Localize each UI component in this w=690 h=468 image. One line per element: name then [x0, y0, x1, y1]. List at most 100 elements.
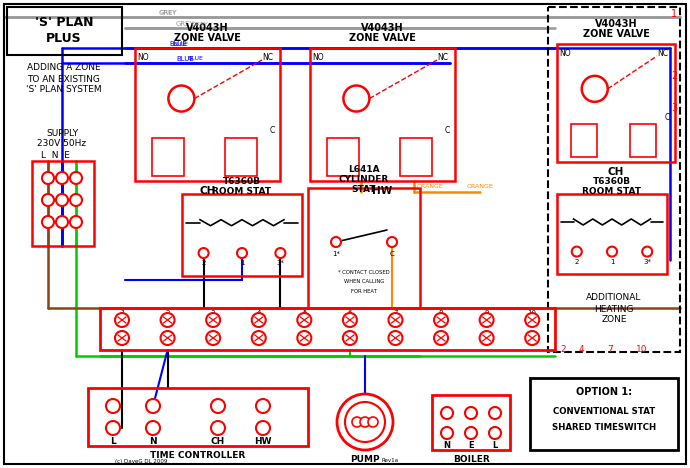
Circle shape: [42, 216, 54, 228]
Bar: [557, 194, 667, 274]
Circle shape: [297, 331, 311, 345]
Text: N: N: [149, 437, 157, 446]
Circle shape: [206, 331, 220, 345]
Circle shape: [465, 427, 477, 439]
Bar: [225, 139, 257, 176]
Text: M: M: [176, 94, 187, 103]
Bar: [88, 388, 308, 446]
Text: CH: CH: [211, 437, 225, 446]
Text: ADDITIONAL: ADDITIONAL: [586, 293, 642, 302]
Text: SUPPLY: SUPPLY: [46, 129, 78, 138]
Circle shape: [206, 313, 220, 327]
Circle shape: [146, 421, 160, 435]
Text: NC: NC: [658, 50, 669, 58]
Text: 7: 7: [393, 310, 397, 316]
Text: 8: 8: [439, 310, 443, 316]
Circle shape: [607, 247, 617, 256]
Circle shape: [211, 399, 225, 413]
Circle shape: [441, 407, 453, 419]
Text: 230V 50Hz: 230V 50Hz: [37, 139, 86, 148]
Text: GREY: GREY: [159, 10, 177, 16]
Circle shape: [161, 331, 175, 345]
Text: V4043H: V4043H: [186, 23, 229, 33]
Bar: [152, 139, 184, 176]
Text: L: L: [110, 437, 116, 446]
Text: BOILER: BOILER: [453, 455, 489, 465]
Text: HW: HW: [373, 186, 393, 196]
Circle shape: [115, 331, 129, 345]
Bar: [308, 188, 420, 308]
Text: 'S' PLAN: 'S' PLAN: [34, 15, 93, 29]
Text: NC: NC: [437, 53, 448, 63]
Text: WHEN CALLING: WHEN CALLING: [344, 279, 384, 284]
Bar: [182, 194, 302, 276]
Text: L641A: L641A: [348, 166, 380, 175]
Text: PUMP: PUMP: [351, 455, 380, 465]
Text: CONVENTIONAL STAT: CONVENTIONAL STAT: [553, 408, 655, 417]
Circle shape: [582, 76, 608, 102]
Circle shape: [70, 216, 82, 228]
Text: C: C: [390, 251, 395, 257]
Text: 2: 2: [201, 260, 206, 266]
Text: (c) DaveG DL 2009: (c) DaveG DL 2009: [115, 459, 168, 463]
Circle shape: [480, 331, 493, 345]
Text: T6360B: T6360B: [223, 177, 261, 187]
Text: 2: 2: [671, 71, 677, 81]
Circle shape: [42, 194, 54, 206]
Text: ZONE VALVE: ZONE VALVE: [349, 33, 416, 43]
Circle shape: [146, 399, 160, 413]
Text: TO AN EXISTING: TO AN EXISTING: [28, 74, 101, 83]
Circle shape: [56, 216, 68, 228]
Bar: [557, 44, 675, 162]
Text: NO: NO: [312, 53, 324, 63]
Text: GREY: GREY: [192, 22, 208, 27]
Text: 1: 1: [671, 9, 677, 19]
Circle shape: [106, 399, 120, 413]
Circle shape: [252, 331, 266, 345]
Text: 6: 6: [348, 310, 352, 316]
Circle shape: [642, 247, 652, 256]
Text: STAT: STAT: [352, 185, 376, 195]
Circle shape: [434, 331, 448, 345]
Bar: [400, 139, 432, 176]
Text: M: M: [351, 94, 362, 103]
Circle shape: [168, 86, 195, 111]
Circle shape: [256, 421, 270, 435]
Text: TIME CONTROLLER: TIME CONTROLLER: [150, 452, 246, 461]
Circle shape: [297, 313, 311, 327]
Circle shape: [388, 313, 402, 327]
Text: N: N: [444, 440, 451, 449]
Text: 1: 1: [120, 310, 124, 316]
Text: ZONE: ZONE: [601, 315, 627, 324]
Text: C: C: [444, 126, 450, 135]
Text: 3: 3: [671, 103, 677, 113]
Text: E: E: [469, 440, 474, 449]
Text: CH: CH: [608, 167, 624, 177]
Bar: [7, 7, 122, 55]
Bar: [310, 48, 455, 181]
Circle shape: [252, 313, 266, 327]
Text: 1: 1: [239, 260, 244, 266]
Circle shape: [331, 237, 341, 247]
Circle shape: [387, 237, 397, 247]
Text: 3: 3: [211, 310, 215, 316]
Circle shape: [352, 417, 362, 427]
Text: PLUS: PLUS: [46, 31, 82, 44]
Circle shape: [237, 248, 247, 258]
Circle shape: [344, 86, 369, 111]
Bar: [630, 124, 656, 157]
Text: L: L: [493, 440, 497, 449]
Text: C: C: [664, 113, 669, 122]
Text: OPTION 1:: OPTION 1:: [576, 387, 632, 397]
Text: ROOM STAT: ROOM STAT: [213, 188, 271, 197]
Bar: [100, 308, 555, 350]
Bar: [530, 378, 678, 450]
Circle shape: [199, 248, 208, 258]
Text: 10: 10: [528, 310, 537, 316]
Text: ROOM STAT: ROOM STAT: [582, 188, 642, 197]
Circle shape: [211, 421, 225, 435]
Circle shape: [42, 172, 54, 184]
Text: BLUE: BLUE: [169, 41, 187, 47]
Text: ORANGE: ORANGE: [417, 184, 444, 190]
Circle shape: [343, 331, 357, 345]
